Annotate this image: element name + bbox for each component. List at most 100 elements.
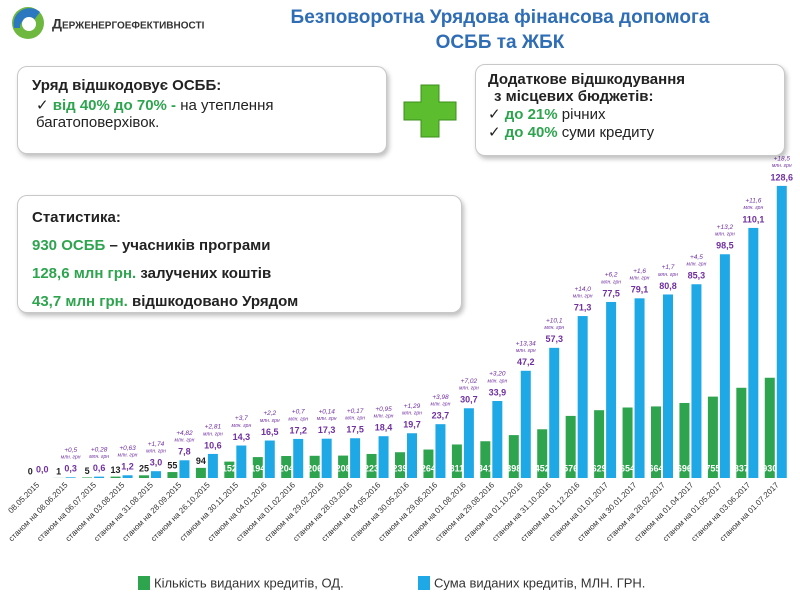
highlight: до 40% [504,124,558,141]
bar [264,440,275,478]
value-label: 654 [620,463,635,473]
increment-unit: млн. грн [146,449,166,455]
increment-unit: млн. грн [374,414,394,420]
bar [281,456,292,478]
bar [350,438,361,478]
value-label: 194 [250,463,265,473]
increment-unit: млн. грн [658,272,678,278]
bar [549,347,560,478]
value-label: 17,2 [289,425,307,435]
increment-label: +18,5 [774,156,791,163]
bar [151,471,161,478]
box-heading: Статистика: [32,209,121,226]
value-label: 341 [478,463,493,473]
value-label: 264 [421,463,436,473]
increment-unit: млн. грн [431,401,451,407]
bar [236,445,247,478]
bar [748,227,759,478]
bar [65,477,76,478]
value-label: 239 [392,463,407,473]
increment-label: +7,02 [461,378,478,385]
increment-unit: млн. грн [459,386,479,392]
bar [776,185,787,478]
value-label: 80,8 [659,281,677,291]
bar [764,377,775,478]
legend-label: Сума виданих кредитів, МЛН. ГРН. [434,575,645,590]
title: Безповоротна Урядова фінансова допомога [291,7,710,28]
box-text: – учасників програми [109,237,271,254]
value-label: 10,6 [204,440,222,450]
bar [94,476,105,478]
value-label: 576 [563,463,578,473]
bar [293,438,304,478]
value-label: 47,2 [517,357,535,367]
increment-unit: млн. грн [743,205,763,211]
increment-unit: млн. грн [317,416,337,422]
bar [338,455,349,478]
bar [207,453,218,478]
increment-unit: млн. грн [61,455,81,461]
value-label: 79,1 [631,285,649,295]
bar [110,476,121,478]
increment-label: +0,14 [318,408,335,415]
bar [167,472,178,478]
increment-label: +4,82 [176,430,193,437]
highlight: 128,6 млн грн. [32,265,137,282]
bar [691,284,702,478]
increment-unit: млн. грн [573,293,593,299]
value-label: 1,2 [121,462,134,472]
increment-label: +1,7 [662,264,675,271]
value-label: 57,3 [545,334,563,344]
value-label: 94 [196,456,206,466]
bar [480,441,491,478]
increment-unit: млн. грн [715,232,735,238]
title: ОСББ та ЖБК [436,32,565,53]
value-label: 1 [56,466,61,476]
box-heading: Додаткове відшкодування [488,71,686,88]
value-label: 696 [677,463,692,473]
bar [606,301,617,478]
value-label: 0,3 [64,464,77,474]
increment-label: +4,5 [690,254,703,261]
value-label: 311 [450,463,465,473]
bar [122,475,133,478]
increment-unit: млн. грн [630,276,650,282]
increment-label: +1,29 [404,403,421,410]
increment-unit: млн. грн [402,411,422,417]
increment-unit: млн. грн [487,378,507,384]
value-label: 398 [506,463,521,473]
value-label: 25 [139,464,149,474]
bar [679,402,690,478]
increment-unit: млн. грн [544,325,564,331]
value-label: 452 [535,463,550,473]
increment-label: +2,2 [263,410,276,417]
bar [707,396,718,478]
increment-unit: млн. грн [175,438,195,444]
value-label: 17,5 [346,425,364,435]
value-label: 30,7 [460,395,478,405]
value-label: 14,3 [233,432,251,442]
increment-unit: млн. грн [687,262,707,268]
value-label: 77,5 [602,288,620,298]
value-label: 71,3 [574,302,592,312]
value-label: 13 [111,465,121,475]
value-label: 664 [648,463,663,473]
bar [594,410,605,478]
value-label: 23,7 [432,411,450,421]
increment-label: +3,98 [432,394,449,401]
increment-label: +0,17 [347,408,364,415]
box-text: відшкодовано Урядом [132,293,299,310]
bar [407,433,417,478]
increment-unit: млн. грн [772,163,792,169]
value-label: 837 [734,463,749,473]
bar [139,475,149,478]
increment-label: +1,6 [633,268,646,275]
increment-label: +6,2 [605,272,618,279]
value-label: 85,3 [688,271,706,281]
bar [224,461,235,478]
bar [451,444,462,478]
increment-label: +3,7 [235,415,248,422]
increment-label: +10,1 [546,318,563,325]
value-label: 206 [307,463,322,473]
value-label: 18,4 [375,423,393,433]
